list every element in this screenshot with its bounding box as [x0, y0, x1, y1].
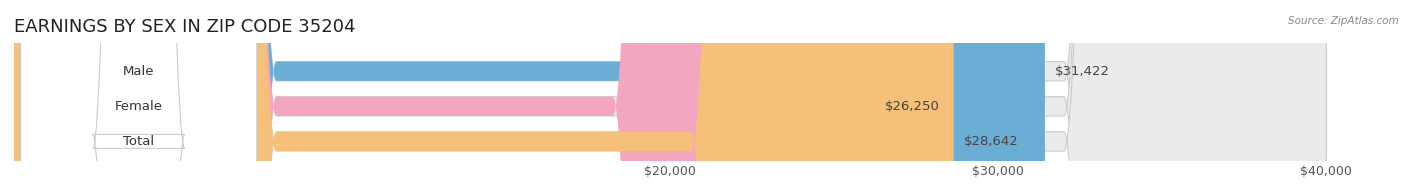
- FancyBboxPatch shape: [14, 0, 1326, 196]
- Text: $31,422: $31,422: [1054, 65, 1109, 78]
- FancyBboxPatch shape: [14, 0, 1326, 196]
- FancyBboxPatch shape: [21, 0, 257, 196]
- FancyBboxPatch shape: [14, 0, 876, 196]
- Text: $28,642: $28,642: [963, 135, 1018, 148]
- FancyBboxPatch shape: [14, 0, 1045, 196]
- Text: EARNINGS BY SEX IN ZIP CODE 35204: EARNINGS BY SEX IN ZIP CODE 35204: [14, 18, 356, 36]
- FancyBboxPatch shape: [21, 0, 257, 196]
- FancyBboxPatch shape: [14, 0, 953, 196]
- Text: Source: ZipAtlas.com: Source: ZipAtlas.com: [1288, 16, 1399, 26]
- Text: Total: Total: [124, 135, 155, 148]
- FancyBboxPatch shape: [14, 0, 1326, 196]
- Text: Female: Female: [115, 100, 163, 113]
- FancyBboxPatch shape: [21, 0, 257, 196]
- Text: Male: Male: [122, 65, 155, 78]
- Text: $26,250: $26,250: [886, 100, 941, 113]
